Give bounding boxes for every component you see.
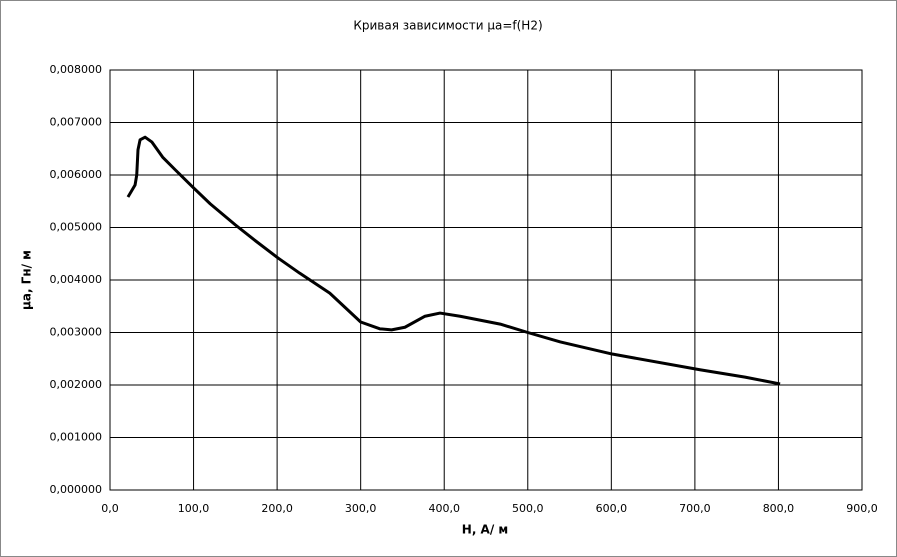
x-tick-label: 500,0: [512, 502, 544, 515]
y-tick-label: 0,002000: [50, 378, 103, 391]
x-tick-label: 0,0: [101, 502, 119, 515]
x-tick-label: 300,0: [345, 502, 377, 515]
y-tick-label: 0,000000: [50, 483, 103, 496]
x-tick-label: 800,0: [763, 502, 795, 515]
x-tick-label: 600,0: [596, 502, 628, 515]
x-tick-label: 100,0: [178, 502, 210, 515]
x-tick-label: 200,0: [261, 502, 293, 515]
x-axis-label: Н, А/ м: [462, 523, 508, 537]
y-tick-label: 0,004000: [50, 273, 103, 286]
x-tick-label: 400,0: [428, 502, 460, 515]
y-tick-label: 0,001000: [50, 431, 103, 444]
y-axis-label: μа, Гн/ м: [20, 250, 34, 310]
chart-title: Кривая зависимости μа=f(H2): [353, 19, 542, 33]
y-tick-label: 0,008000: [50, 63, 103, 76]
y-tick-label: 0,007000: [50, 116, 103, 129]
x-tick-label: 900,0: [846, 502, 878, 515]
x-tick-label: 700,0: [679, 502, 711, 515]
line: [126, 135, 781, 386]
y-tick-label: 0,006000: [50, 168, 103, 181]
y-tick-label: 0,003000: [50, 326, 103, 339]
y-tick-label: 0,005000: [50, 221, 103, 234]
